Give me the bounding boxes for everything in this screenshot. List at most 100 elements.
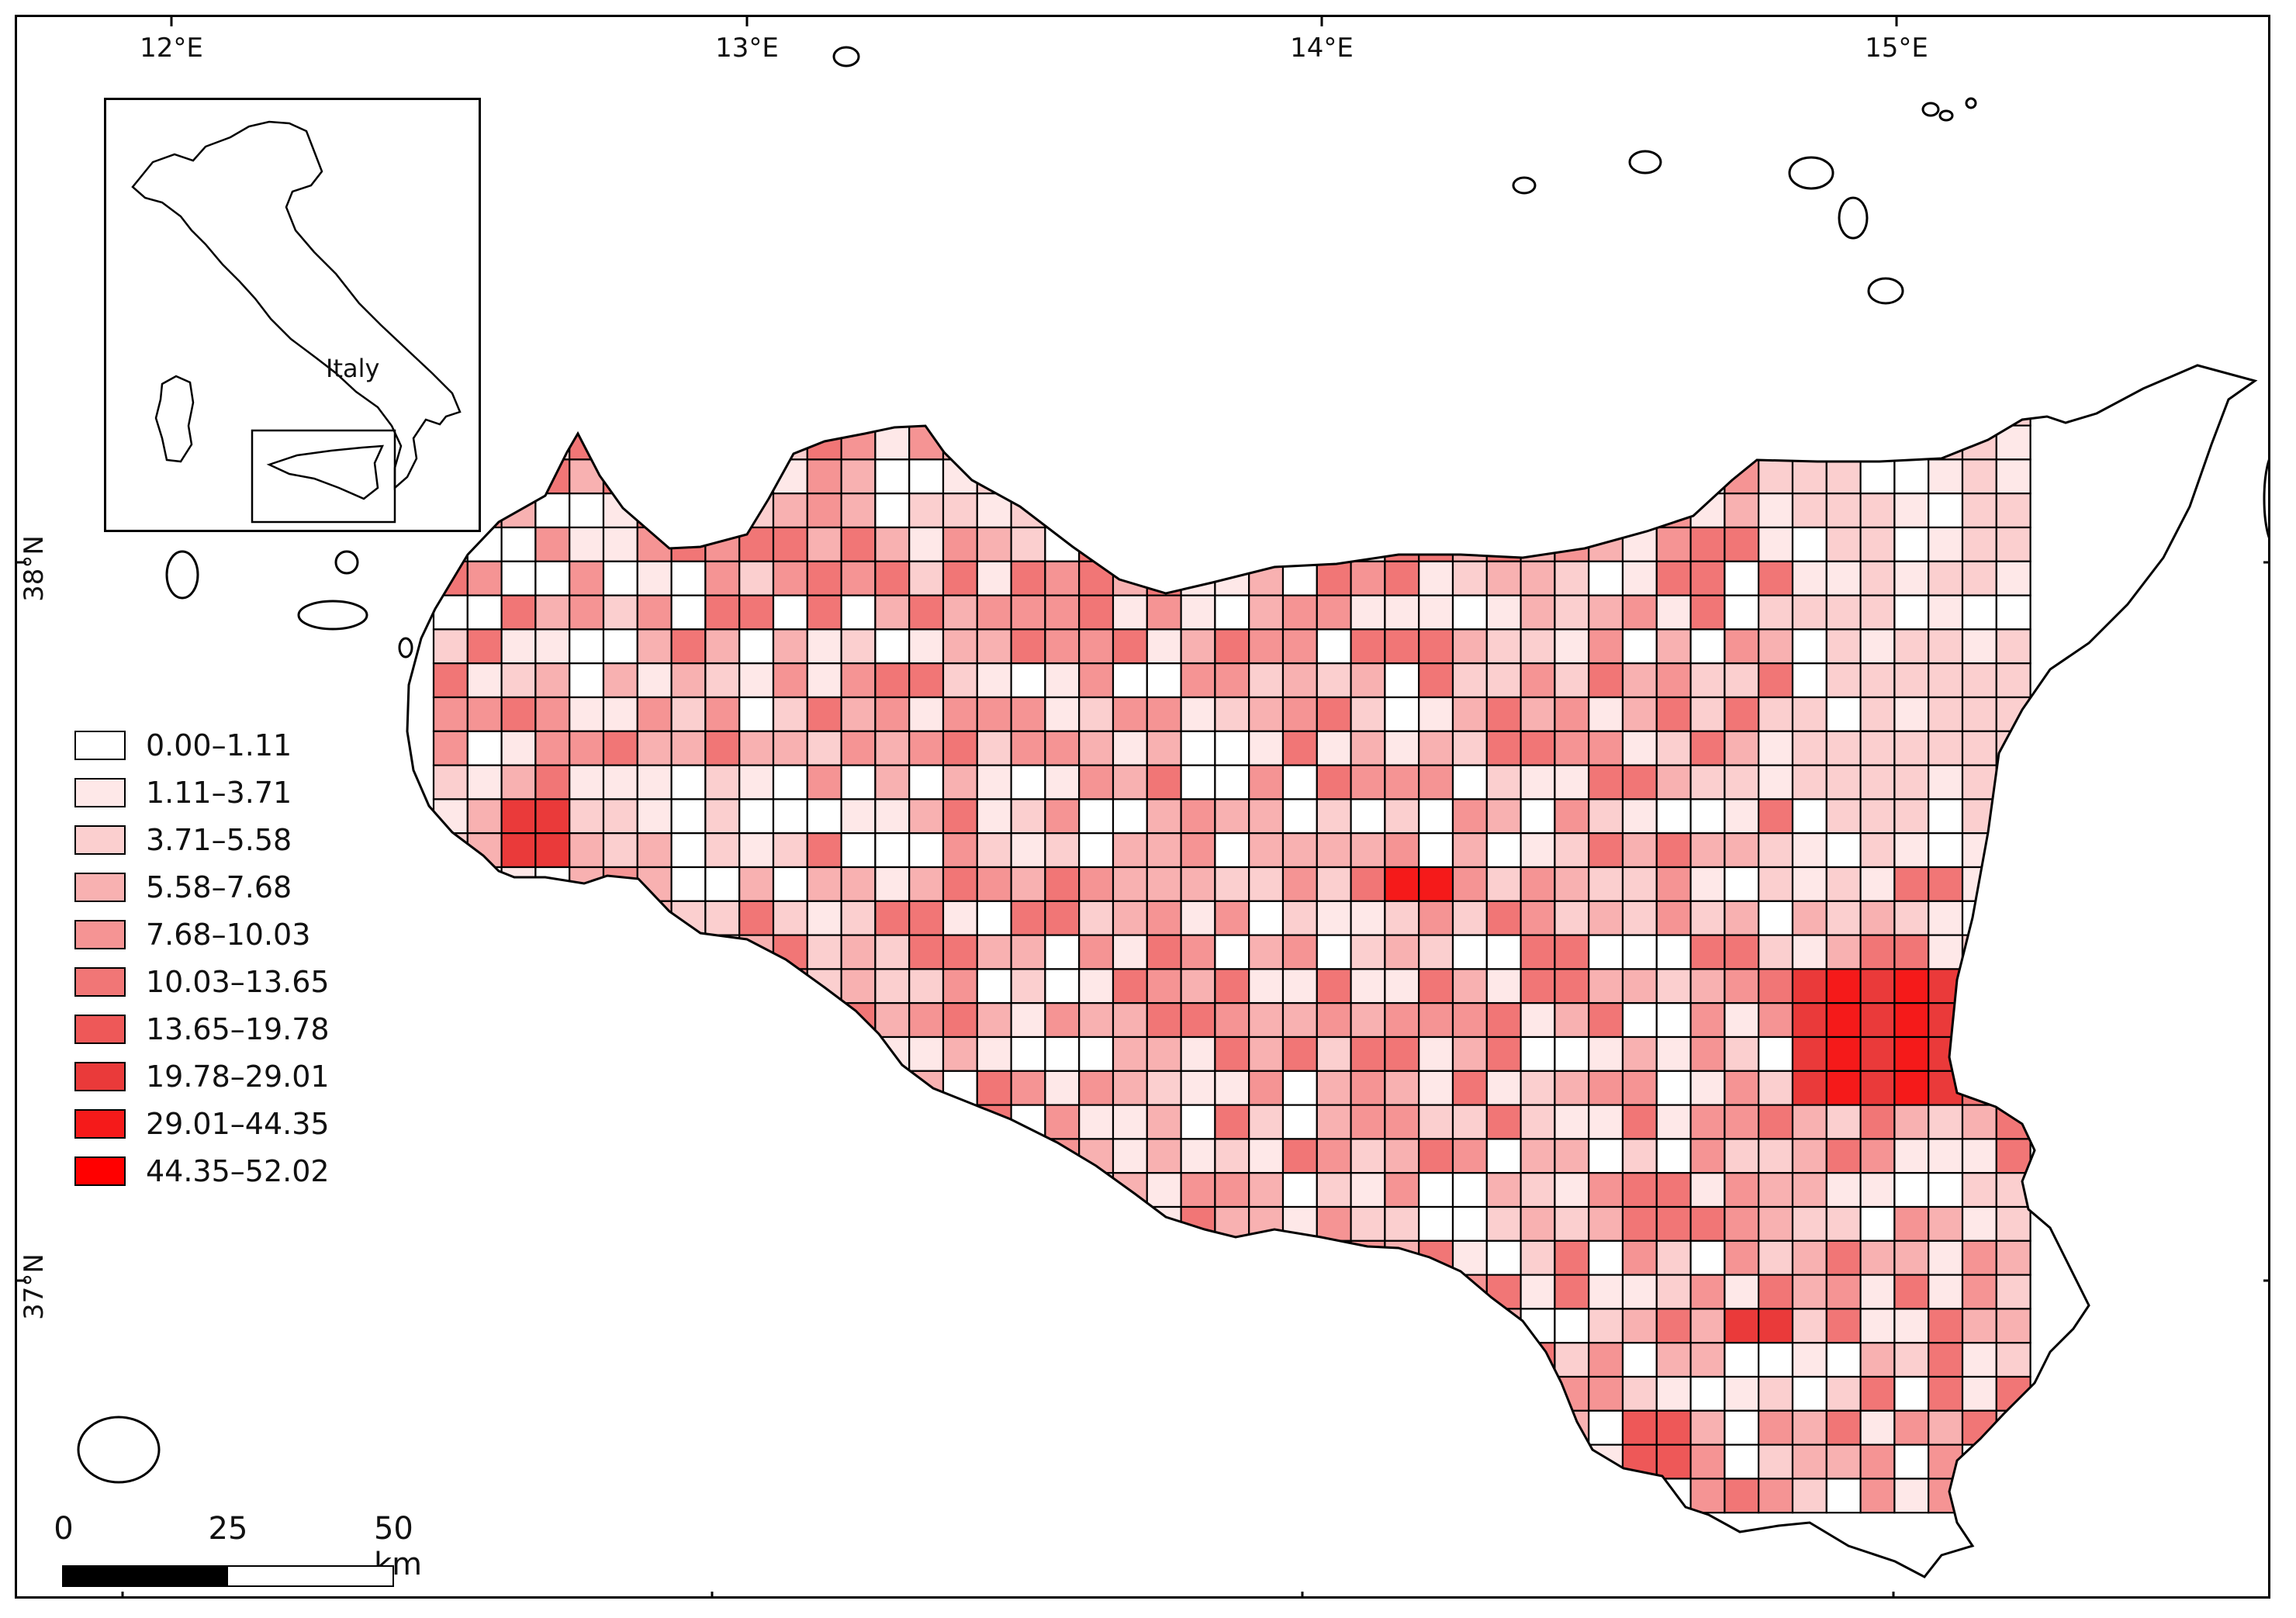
grid-cell (1281, 424, 1318, 461)
grid-cell (1485, 662, 1522, 699)
grid-cell (1248, 900, 1285, 936)
grid-cell (1384, 1239, 1420, 1276)
grid-cell (1689, 1070, 1726, 1106)
grid-cell (738, 365, 775, 392)
grid-cell (1791, 934, 1827, 970)
grid-cell (738, 832, 775, 869)
grid-cell (1995, 594, 2031, 631)
grid-cell (1893, 493, 1930, 529)
grid-cell (466, 662, 503, 699)
grid-cell (1485, 798, 1522, 835)
grid-cell (806, 1104, 842, 1140)
grid-cell (1928, 1070, 1964, 1106)
grid-cell (602, 696, 638, 732)
grid-cell (874, 628, 911, 665)
grid-cell (1112, 1342, 1148, 1378)
grid-cell (1859, 365, 1896, 392)
island-outline (398, 637, 413, 659)
grid-cell (1146, 968, 1182, 1004)
grid-cell (1485, 1308, 1522, 1344)
grid-cell (840, 1342, 877, 1378)
grid-cell (1520, 900, 1556, 936)
grid-cell (670, 900, 707, 936)
grid-cell (806, 832, 842, 869)
grid-cell (500, 1342, 537, 1378)
grid-cell (1316, 1375, 1352, 1412)
grid-cell (840, 1002, 877, 1039)
grid-cell (1825, 1274, 1862, 1310)
grid-cell (1859, 1002, 1896, 1039)
grid-cell (1485, 1172, 1522, 1208)
grid-cell (840, 1239, 877, 1276)
grid-cell (1180, 798, 1216, 835)
grid-cell (1281, 900, 1318, 936)
grid-cell (1044, 1239, 1081, 1276)
grid-cell (874, 1172, 911, 1208)
grid-cell (1588, 798, 1624, 835)
grid-cell (1010, 594, 1046, 631)
grid-cell (1180, 1035, 1216, 1072)
grid-cell (1044, 1409, 1081, 1446)
grid-cell (1724, 1274, 1760, 1310)
grid-cell (1928, 696, 1964, 732)
grid-cell (1350, 764, 1386, 800)
grid-cell (1350, 832, 1386, 869)
grid-cell (1724, 458, 1760, 495)
grid-cell (1825, 1205, 1862, 1242)
grid-cell (704, 390, 741, 427)
grid-cell (704, 1070, 741, 1106)
grid-cell (500, 730, 537, 766)
grid-cell (1078, 424, 1115, 461)
grid-cell (569, 900, 605, 936)
grid-cell (806, 493, 842, 529)
grid-cell (942, 798, 978, 835)
grid-cell (670, 458, 707, 495)
grid-cell (1350, 866, 1386, 902)
grid-cell (1316, 696, 1352, 732)
grid-cell (1825, 594, 1862, 631)
grid-cell (1418, 696, 1454, 732)
grid-cell (1791, 526, 1827, 562)
grid-cell (772, 832, 808, 869)
grid-cell (1316, 900, 1352, 936)
grid-cell (1689, 696, 1726, 732)
grid-cell (1078, 1035, 1115, 1072)
grid-cell (1214, 934, 1250, 970)
grid-cell (772, 1443, 808, 1480)
grid-cell (1044, 390, 1081, 427)
grid-cell (1520, 1104, 1556, 1140)
grid-cell (942, 1308, 978, 1344)
grid-cell (1010, 628, 1046, 665)
grid-cell (1078, 1002, 1115, 1039)
grid-cell (1791, 458, 1827, 495)
grid-cell (1791, 1138, 1827, 1174)
density-grid (432, 365, 2031, 1514)
grid-cell (1316, 832, 1352, 869)
grid-cell (1961, 1375, 1997, 1412)
grid-cell (1554, 662, 1590, 699)
legend-label: 10.03–13.65 (146, 964, 330, 999)
grid-cell (1791, 1205, 1827, 1242)
grid-cell (1621, 730, 1658, 766)
grid-cell (874, 832, 911, 869)
grid-cell (1281, 730, 1318, 766)
grid-cell (942, 560, 978, 596)
grid-cell (636, 934, 673, 970)
grid-cell (1112, 1274, 1148, 1310)
grid-cell (772, 900, 808, 936)
grid-cell (1180, 390, 1216, 427)
grid-cell (1418, 594, 1454, 631)
grid-cell (1621, 365, 1658, 392)
grid-cell (942, 832, 978, 869)
grid-cell (1384, 866, 1420, 902)
grid-cell (1520, 1172, 1556, 1208)
grid-cell (1485, 900, 1522, 936)
grid-cell (500, 968, 537, 1004)
grid-cell (738, 1375, 775, 1412)
grid-cell (636, 1239, 673, 1276)
grid-cell (1961, 365, 1997, 392)
grid-cell (1112, 628, 1148, 665)
grid-cell (636, 628, 673, 665)
grid-cell (874, 1443, 911, 1480)
grid-cell (908, 832, 945, 869)
